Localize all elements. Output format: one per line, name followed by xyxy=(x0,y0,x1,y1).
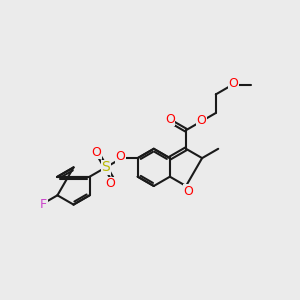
Text: O: O xyxy=(165,113,175,126)
Text: S: S xyxy=(101,160,110,174)
Text: O: O xyxy=(105,178,115,190)
Text: O: O xyxy=(184,185,193,198)
Text: F: F xyxy=(40,198,47,211)
Text: O: O xyxy=(196,114,206,127)
Text: O: O xyxy=(92,146,101,159)
Text: O: O xyxy=(229,77,238,90)
Text: O: O xyxy=(116,150,125,163)
